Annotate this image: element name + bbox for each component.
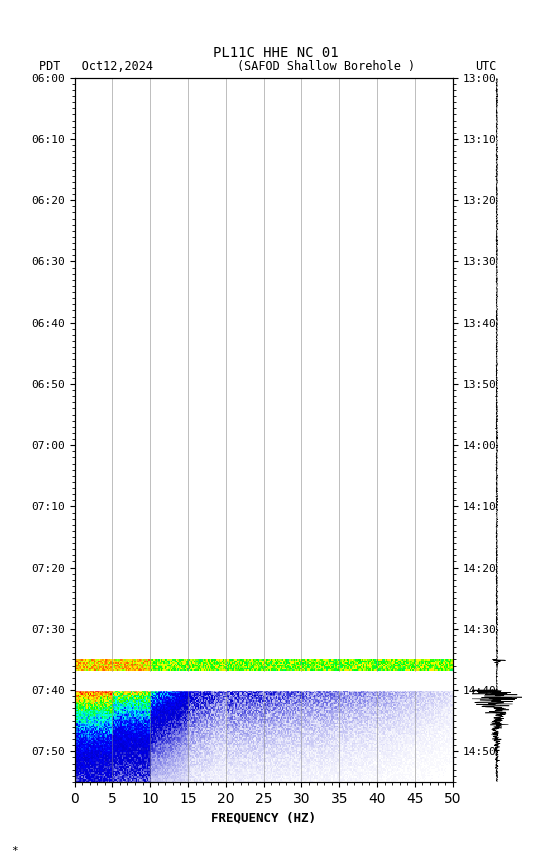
Text: UTC: UTC [475, 60, 496, 73]
Text: PL11C HHE NC 01: PL11C HHE NC 01 [213, 47, 339, 60]
Text: *: * [11, 846, 18, 855]
Bar [75, 671, 453, 690]
Text: (SAFOD Shallow Borehole ): (SAFOD Shallow Borehole ) [237, 60, 416, 73]
X-axis label: FREQUENCY (HZ): FREQUENCY (HZ) [211, 811, 316, 824]
Text: PDT   Oct12,2024: PDT Oct12,2024 [39, 60, 153, 73]
